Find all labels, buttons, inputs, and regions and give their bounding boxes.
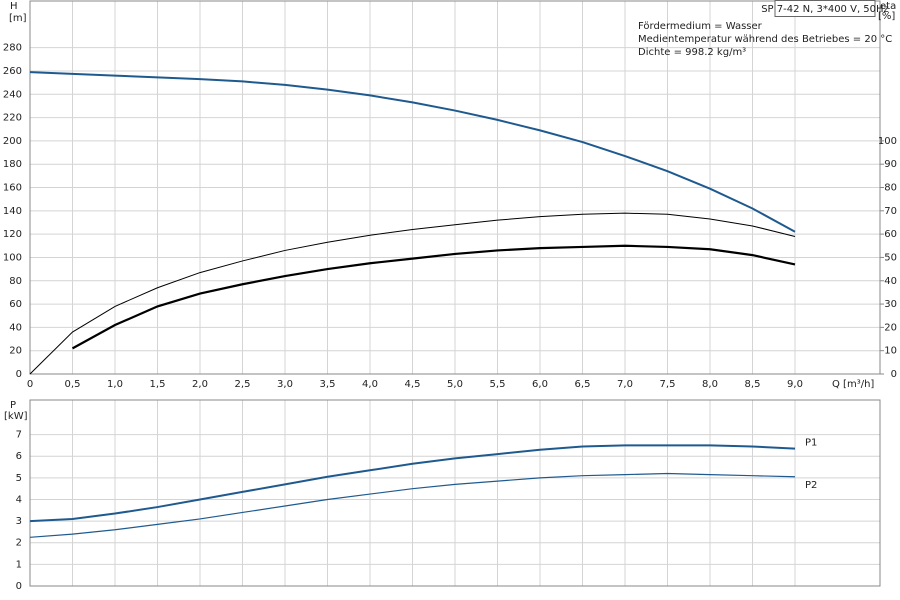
y2-tick-label: 60 [884,229,897,240]
series-label: P1 [805,438,817,449]
x-tick-label: 4,5 [405,379,421,390]
x-tick-label: 2,0 [192,379,208,390]
y2-tick-label: 30 [884,299,897,310]
x-tick-label: 3,0 [277,379,293,390]
y-tick-label: 100 [3,252,22,263]
curve [71,244,796,350]
x-tick-label: 5,0 [447,379,463,390]
x-tick-label: 2,5 [235,379,251,390]
y-tick-label: 6 [16,451,22,462]
y-tick-label: 3 [16,516,22,527]
y2-tick-label: 50 [884,252,897,263]
y-tick-label: 20 [9,346,22,357]
series-label: P2 [805,480,817,491]
y-tick-label: 240 [3,89,22,100]
y-tick-label: 60 [9,299,22,310]
y-tick-label: 280 [3,43,22,54]
y-tick-label: 7 [16,430,22,441]
y2-label: eta [880,1,896,12]
plot-frame [29,399,881,587]
title-box [774,0,876,17]
curve [29,212,796,375]
y2-tick-label: 70 [884,206,897,217]
x-tick-label: 1,0 [107,379,123,390]
x-tick-label: 7,0 [617,379,633,390]
y2-unit: [%] [878,11,895,22]
y-unit: [m] [9,13,27,24]
x-tick-label: 9,0 [787,379,803,390]
y2-tick-label: 0 [891,369,897,380]
x-tick-label: 6,0 [532,379,548,390]
y-tick-label: 4 [16,494,22,505]
y-tick-label: 140 [3,206,22,217]
y-tick-label: 200 [3,136,22,147]
y-tick-label: 160 [3,183,22,194]
x-tick-label: 7,5 [660,379,676,390]
annotation: Dichte = 998.2 kg/m³ [638,47,746,58]
y-tick-label: 0 [16,369,22,380]
x-tick-label: 0,5 [65,379,81,390]
y-tick-label: 120 [3,229,22,240]
y-tick-label: 1 [16,559,22,570]
x-tick-label: 1,5 [150,379,166,390]
y-label: P [10,400,16,411]
x-tick-label: 4,0 [362,379,378,390]
y2-tick-label: 20 [884,322,897,333]
y-tick-label: 5 [16,473,22,484]
y2-tick-label: 100 [878,136,897,147]
y2-tick-label: 40 [884,276,897,287]
x-tick-label: 5,5 [490,379,506,390]
y-tick-label: 40 [9,322,22,333]
y2-tick-label: 10 [884,346,897,357]
y-tick-label: 80 [9,276,22,287]
x-tick-label: 3,5 [320,379,336,390]
y-tick-label: 2 [16,538,22,549]
y-tick-label: 180 [3,159,22,170]
y2-tick-label: 80 [884,183,897,194]
x-label: Q [m³/h] [832,379,874,390]
y-label: H [10,1,18,12]
curve [29,71,796,233]
y2-tick-label: 90 [884,159,897,170]
curve [29,444,796,523]
y-tick-label: 0 [16,581,22,592]
x-tick-label: 6,5 [575,379,591,390]
y-tick-label: 220 [3,113,22,124]
annotation: Medientemperatur während des Betriebes =… [638,34,892,45]
chart-title: SP 7-42 N, 3*400 V, 50Hz [761,4,889,15]
curve [29,472,796,538]
x-tick-label: 0 [27,379,33,390]
y-unit: [kW] [4,411,28,422]
y-tick-label: 260 [3,66,22,77]
x-tick-label: 8,0 [702,379,718,390]
annotation: Fördermedium = Wasser [638,21,763,32]
x-tick-label: 8,5 [745,379,761,390]
